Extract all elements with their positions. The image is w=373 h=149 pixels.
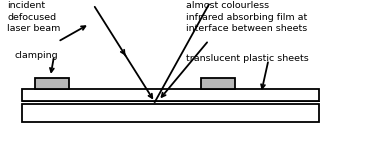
FancyBboxPatch shape	[22, 89, 319, 101]
FancyBboxPatch shape	[201, 78, 235, 89]
Text: incident
defocused
laser beam: incident defocused laser beam	[7, 1, 61, 33]
FancyBboxPatch shape	[35, 78, 69, 89]
FancyBboxPatch shape	[22, 104, 319, 122]
Text: clamping: clamping	[15, 51, 59, 60]
Text: almost colourless
infrared absorbing film at
interface between sheets: almost colourless infrared absorbing fil…	[186, 1, 308, 33]
Text: translucent plastic sheets: translucent plastic sheets	[186, 54, 309, 63]
